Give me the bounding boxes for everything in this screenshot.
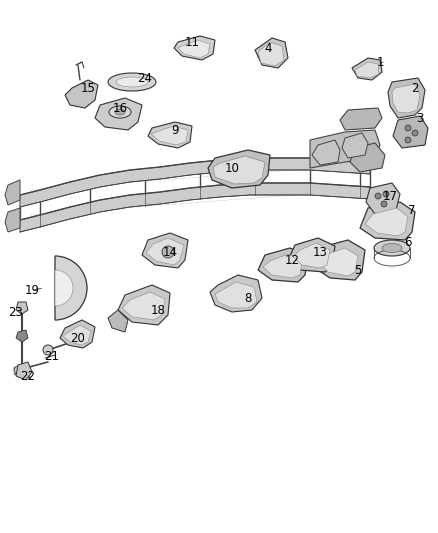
Polygon shape	[151, 126, 188, 145]
Text: 10: 10	[225, 161, 240, 174]
Ellipse shape	[116, 77, 148, 87]
Polygon shape	[355, 62, 379, 78]
Text: 8: 8	[244, 292, 252, 304]
Polygon shape	[215, 282, 257, 308]
Polygon shape	[20, 183, 370, 232]
Text: 2: 2	[411, 82, 419, 94]
Polygon shape	[60, 320, 95, 348]
Circle shape	[405, 125, 411, 131]
Polygon shape	[365, 208, 408, 236]
Text: 12: 12	[285, 254, 300, 266]
Polygon shape	[210, 275, 262, 312]
Polygon shape	[213, 156, 265, 184]
Ellipse shape	[108, 73, 156, 91]
Wedge shape	[55, 256, 87, 320]
Text: 5: 5	[354, 263, 362, 277]
Text: 20: 20	[71, 332, 85, 344]
Ellipse shape	[382, 244, 402, 253]
Polygon shape	[118, 285, 170, 325]
Text: 18: 18	[151, 303, 166, 317]
Circle shape	[381, 201, 387, 207]
Circle shape	[375, 193, 381, 199]
Polygon shape	[108, 310, 128, 332]
Text: 13: 13	[313, 246, 328, 259]
Polygon shape	[320, 248, 358, 276]
Polygon shape	[315, 240, 365, 280]
Polygon shape	[255, 38, 288, 68]
Ellipse shape	[109, 106, 131, 118]
Polygon shape	[393, 116, 428, 148]
Polygon shape	[16, 362, 32, 380]
Polygon shape	[65, 80, 98, 108]
Text: 15: 15	[81, 82, 95, 94]
Polygon shape	[293, 243, 330, 268]
Text: 21: 21	[45, 350, 60, 362]
Circle shape	[43, 345, 53, 355]
Polygon shape	[360, 202, 415, 240]
Polygon shape	[350, 143, 385, 172]
Polygon shape	[258, 248, 308, 282]
Polygon shape	[148, 122, 192, 148]
Text: 11: 11	[184, 36, 199, 49]
Circle shape	[383, 191, 389, 197]
Polygon shape	[392, 84, 420, 113]
Polygon shape	[5, 208, 20, 232]
Text: 7: 7	[408, 204, 416, 216]
Circle shape	[14, 366, 22, 374]
Polygon shape	[340, 108, 382, 130]
Circle shape	[405, 137, 411, 143]
Polygon shape	[63, 325, 91, 345]
Polygon shape	[208, 150, 270, 188]
Polygon shape	[366, 183, 400, 214]
Polygon shape	[5, 180, 20, 205]
Polygon shape	[122, 292, 165, 320]
Ellipse shape	[374, 240, 410, 256]
Text: 3: 3	[416, 111, 424, 125]
Polygon shape	[352, 58, 382, 80]
Text: 6: 6	[404, 236, 412, 248]
Ellipse shape	[115, 109, 125, 115]
Text: 1: 1	[376, 55, 384, 69]
Polygon shape	[178, 40, 210, 58]
Polygon shape	[20, 158, 370, 207]
Circle shape	[412, 130, 418, 136]
Polygon shape	[263, 254, 302, 278]
Polygon shape	[142, 233, 188, 268]
Polygon shape	[146, 238, 184, 265]
Polygon shape	[388, 78, 425, 118]
Text: 4: 4	[264, 42, 272, 54]
Polygon shape	[174, 36, 215, 60]
Text: 24: 24	[138, 71, 152, 85]
Circle shape	[162, 246, 174, 258]
Polygon shape	[288, 238, 335, 272]
Text: 9: 9	[171, 124, 179, 136]
Polygon shape	[95, 98, 142, 130]
Text: 16: 16	[113, 101, 127, 115]
Text: 14: 14	[162, 246, 177, 259]
Polygon shape	[16, 330, 28, 342]
Polygon shape	[342, 133, 368, 158]
Text: 22: 22	[21, 369, 35, 383]
Polygon shape	[310, 130, 380, 168]
Text: 17: 17	[382, 190, 398, 203]
Wedge shape	[55, 270, 73, 306]
Text: 23: 23	[9, 305, 24, 319]
Polygon shape	[258, 42, 284, 66]
Text: 19: 19	[25, 284, 39, 296]
Polygon shape	[16, 302, 28, 314]
Polygon shape	[312, 140, 340, 165]
